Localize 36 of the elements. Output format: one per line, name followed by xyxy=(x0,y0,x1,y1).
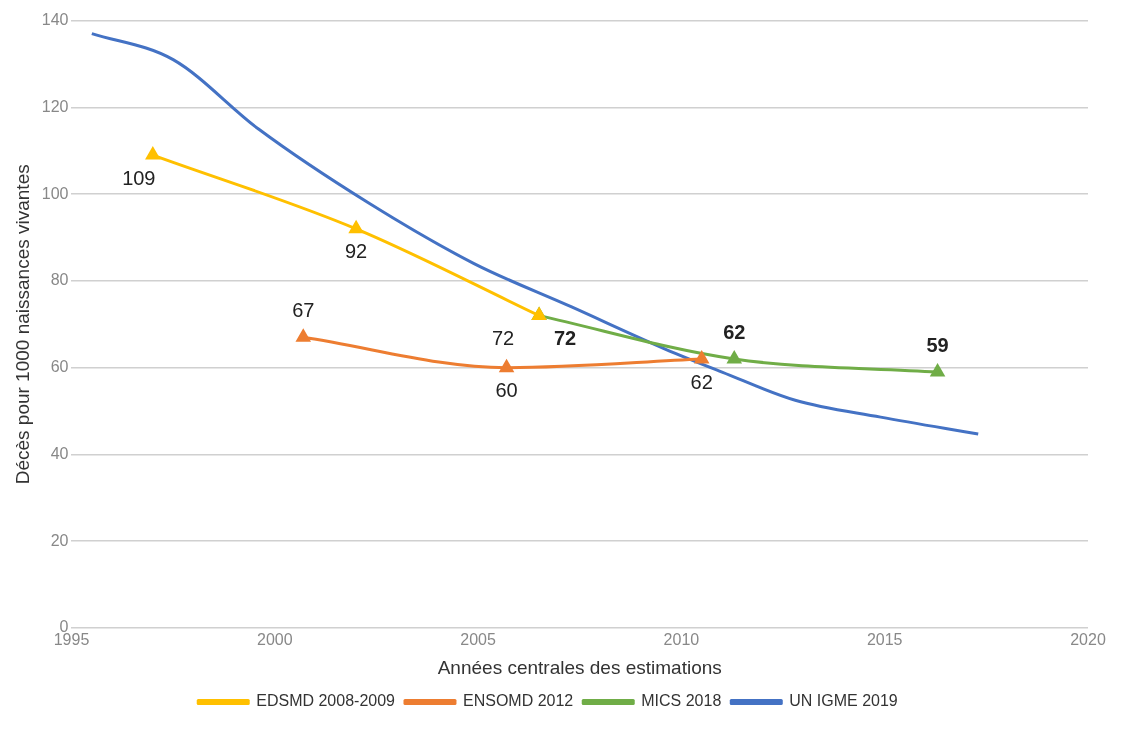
point xyxy=(146,147,160,160)
y-tick-label: 80 xyxy=(50,271,69,289)
legend-label: EDSMD 2008-2009 xyxy=(256,692,396,710)
point xyxy=(930,364,945,377)
data-label: 59 xyxy=(926,333,949,356)
legend-label: MICS 2018 xyxy=(641,692,722,710)
data-label: 72 xyxy=(491,327,515,350)
y-axis-title: Décès pour 1000 naissances vivantes xyxy=(11,164,33,485)
x-tick-label: 2000 xyxy=(257,631,293,649)
y-tick-label: 40 xyxy=(50,444,69,462)
y-tick-label: 60 xyxy=(50,358,69,376)
x-axis-title: Années centrales des estimations xyxy=(437,656,722,678)
x-tick-label: 1995 xyxy=(53,631,90,649)
point xyxy=(296,329,310,342)
legend-label: ENSOMD 2012 xyxy=(462,692,574,710)
data-label: 60 xyxy=(495,379,518,402)
data-label: 109 xyxy=(122,166,156,189)
data-label: 62 xyxy=(723,320,746,343)
point xyxy=(727,351,741,364)
y-tick-label: 100 xyxy=(41,184,69,202)
point xyxy=(499,360,514,373)
line-series xyxy=(90,32,980,436)
y-tick-label: 20 xyxy=(50,531,69,549)
x-tick-label: 2010 xyxy=(663,631,700,649)
point xyxy=(695,351,709,364)
x-tick-label: 2015 xyxy=(866,631,903,649)
point xyxy=(349,221,363,234)
data-label: 62 xyxy=(690,370,713,393)
data-label: 92 xyxy=(344,240,368,263)
y-tick-label: 140 xyxy=(41,11,69,29)
y-tick-label: 120 xyxy=(41,97,69,115)
x-tick-label: 2020 xyxy=(1070,631,1106,649)
data-label: 72 xyxy=(553,327,577,350)
legend-label: UN IGME 2019 xyxy=(789,692,898,710)
x-tick-label: 2005 xyxy=(460,631,496,649)
data-label: 67 xyxy=(292,298,315,321)
